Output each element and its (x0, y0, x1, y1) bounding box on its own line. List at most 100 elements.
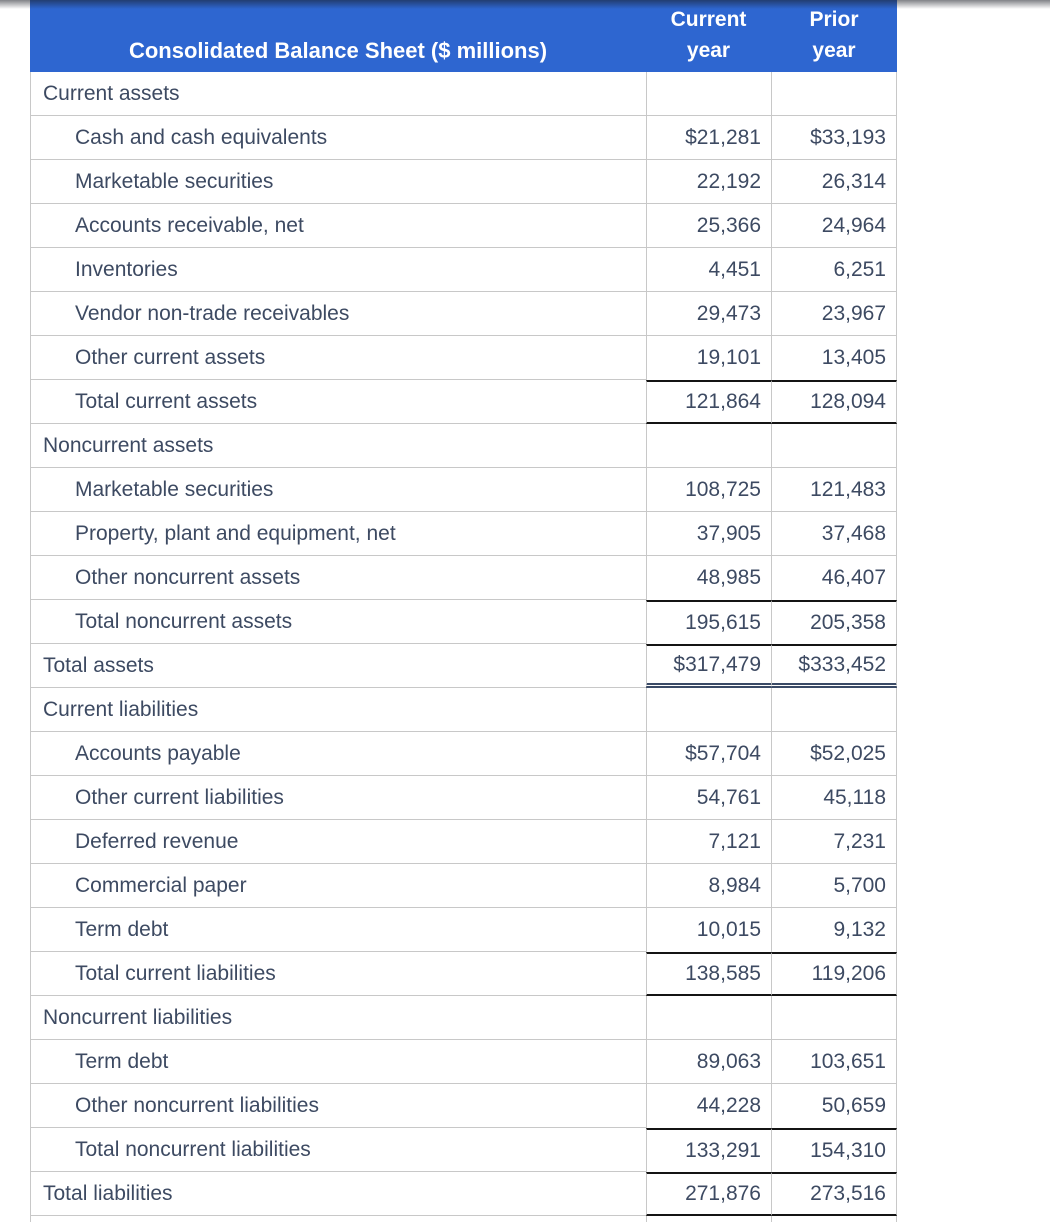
prior-year-value: 119,206 (771, 952, 897, 996)
column-header-prior-line2: year (812, 39, 856, 62)
row-label: Accounts payable (30, 732, 646, 776)
current-year-value: 7,121 (646, 820, 771, 864)
table-row: Inventories 4,451 6,251 (30, 248, 897, 292)
current-year-value: 19,101 (646, 336, 771, 380)
row-label: Vendor non-trade receivables (30, 292, 646, 336)
row-label: Marketable securities (30, 160, 646, 204)
prior-year-value: $52,025 (771, 732, 897, 776)
prior-year-value: $333,452 (771, 644, 897, 688)
table-body: Current assets Cash and cash equivalents $… (30, 72, 897, 1222)
table-row: Marketable securities 108,725 121,483 (30, 468, 897, 512)
prior-year-value (771, 424, 897, 468)
row-label: Total current assets (30, 380, 646, 424)
prior-year-value (771, 688, 897, 732)
total-row: Total noncurrent assets 195,615 205,358 (30, 600, 897, 644)
total-row: Total current liabilities 138,585 119,206 (30, 952, 897, 996)
row-label: Noncurrent assets (30, 424, 646, 468)
row-label: Inventories (30, 248, 646, 292)
column-header-prior-line1: Prior (809, 8, 859, 31)
cut-off-row (30, 1216, 897, 1222)
current-year-value: 195,615 (646, 600, 771, 644)
current-year-value: 89,063 (646, 1040, 771, 1084)
current-year-value: 44,228 (646, 1084, 771, 1128)
prior-year-value: $33,193 (771, 116, 897, 160)
current-year-value: 108,725 (646, 468, 771, 512)
prior-year-value: 6,251 (771, 248, 897, 292)
current-year-value (646, 688, 771, 732)
prior-year-value (771, 72, 897, 116)
current-year-value: 54,761 (646, 776, 771, 820)
prior-year-value: 46,407 (771, 556, 897, 600)
row-label: Other current assets (30, 336, 646, 380)
row-label: Total noncurrent assets (30, 600, 646, 644)
prior-year-value: 7,231 (771, 820, 897, 864)
total-row: Total liabilities 271,876 273,516 (30, 1172, 897, 1216)
current-year-value: 133,291 (646, 1128, 771, 1172)
row-label: Commercial paper (30, 864, 646, 908)
prior-year-value: 154,310 (771, 1128, 897, 1172)
prior-year-value (771, 996, 897, 1040)
current-year-value: 8,984 (646, 864, 771, 908)
cut-off-cell (646, 1216, 771, 1222)
row-label: Total assets (30, 644, 646, 688)
row-label: Other noncurrent assets (30, 556, 646, 600)
current-year-value: 10,015 (646, 908, 771, 952)
prior-year-value: 24,964 (771, 204, 897, 248)
current-year-value: 121,864 (646, 380, 771, 424)
current-year-value: $57,704 (646, 732, 771, 776)
table-row: Other current liabilities 54,761 45,118 (30, 776, 897, 820)
total-row: Total assets $317,479 $333,452 (30, 644, 897, 688)
table-row: Commercial paper 8,984 5,700 (30, 864, 897, 908)
current-year-value: 25,366 (646, 204, 771, 248)
current-year-value: $317,479 (646, 644, 771, 688)
row-label: Other current liabilities (30, 776, 646, 820)
prior-year-value: 13,405 (771, 336, 897, 380)
current-year-value: 271,876 (646, 1172, 771, 1216)
row-label: Total noncurrent liabilities (30, 1128, 646, 1172)
prior-year-value: 128,094 (771, 380, 897, 424)
table-row: Cash and cash equivalents $21,281 $33,193 (30, 116, 897, 160)
column-header-current-year: Current year (646, 0, 771, 72)
current-year-value: 22,192 (646, 160, 771, 204)
table-row: Deferred revenue 7,121 7,231 (30, 820, 897, 864)
row-label: Marketable securities (30, 468, 646, 512)
row-label: Term debt (30, 908, 646, 952)
section-row: Current assets (30, 72, 897, 116)
row-label: Total current liabilities (30, 952, 646, 996)
table-row: Other noncurrent liabilities 44,228 50,659 (30, 1084, 897, 1128)
table-row: Other noncurrent assets 48,985 46,407 (30, 556, 897, 600)
prior-year-value: 9,132 (771, 908, 897, 952)
prior-year-value: 45,118 (771, 776, 897, 820)
prior-year-value: 273,516 (771, 1172, 897, 1216)
table-header: Consolidated Balance Sheet ($ millions) … (30, 0, 897, 72)
row-label: Current liabilities (30, 688, 646, 732)
current-year-value: 4,451 (646, 248, 771, 292)
current-year-value: 37,905 (646, 512, 771, 556)
table-row: Property, plant and equipment, net 37,905… (30, 512, 897, 556)
prior-year-value: 23,967 (771, 292, 897, 336)
prior-year-value: 103,651 (771, 1040, 897, 1084)
row-label: Property, plant and equipment, net (30, 512, 646, 556)
section-row: Noncurrent liabilities (30, 996, 897, 1040)
prior-year-value: 5,700 (771, 864, 897, 908)
row-label: Noncurrent liabilities (30, 996, 646, 1040)
row-label: Other noncurrent liabilities (30, 1084, 646, 1128)
current-year-value: 138,585 (646, 952, 771, 996)
table-row: Vendor non-trade receivables 29,473 23,967 (30, 292, 897, 336)
table-row: Term debt 10,015 9,132 (30, 908, 897, 952)
section-row: Current liabilities (30, 688, 897, 732)
row-label: Accounts receivable, net (30, 204, 646, 248)
table-row: Accounts payable $57,704 $52,025 (30, 732, 897, 776)
table-title: Consolidated Balance Sheet ($ millions) (128, 38, 548, 63)
column-header-current-line2: year (686, 39, 731, 62)
prior-year-value: 37,468 (771, 512, 897, 556)
column-header-current-line1: Current (670, 8, 747, 31)
current-year-value: $21,281 (646, 116, 771, 160)
prior-year-value: 121,483 (771, 468, 897, 512)
total-row: Total noncurrent liabilities 133,291 154,3… (30, 1128, 897, 1172)
cut-off-cell (30, 1216, 646, 1222)
table-row: Marketable securities 22,192 26,314 (30, 160, 897, 204)
section-row: Noncurrent assets (30, 424, 897, 468)
table-row: Other current assets 19,101 13,405 (30, 336, 897, 380)
